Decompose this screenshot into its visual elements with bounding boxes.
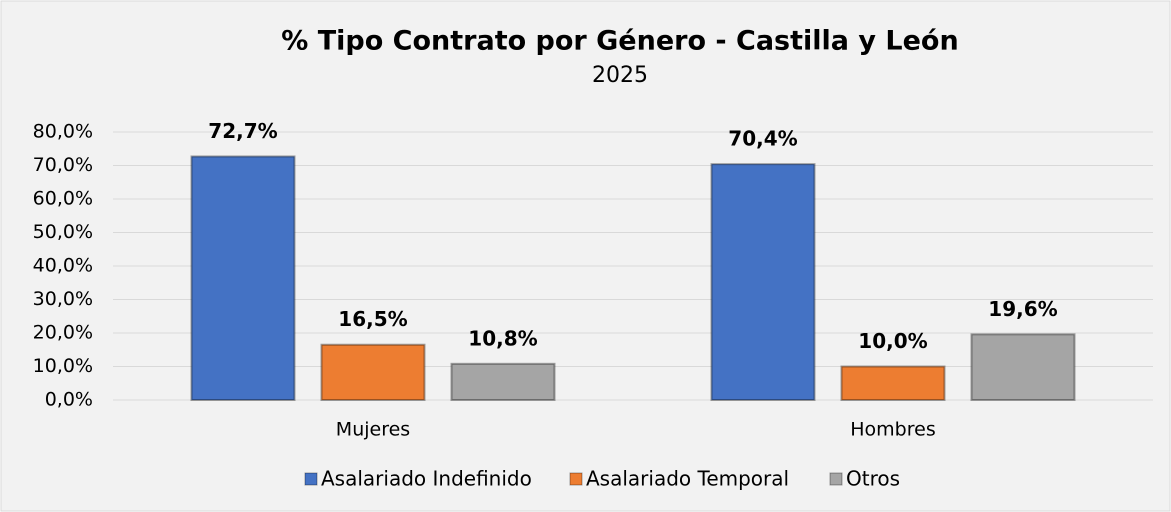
- legend-swatch: [304, 472, 318, 486]
- y-tick-label: 60,0%: [33, 188, 93, 210]
- y-tick-label: 80,0%: [33, 121, 93, 143]
- y-tick-label: 0,0%: [45, 389, 93, 411]
- y-tick-label: 10,0%: [33, 355, 93, 377]
- legend-label: Asalariado Indefinido: [321, 467, 532, 491]
- bar: [320, 343, 426, 402]
- y-tick-label: 50,0%: [33, 221, 93, 243]
- y-tick-label: 70,0%: [33, 154, 93, 176]
- x-tick-label: Mujeres: [336, 419, 410, 441]
- bar: [450, 362, 556, 402]
- legend-label: Otros: [846, 467, 900, 491]
- legend-swatch: [569, 472, 583, 486]
- y-tick-label: 20,0%: [33, 322, 93, 344]
- value-label: 19,6%: [988, 297, 1057, 321]
- legend-label: Asalariado Temporal: [586, 467, 789, 491]
- chart-title: % Tipo Contrato por Género - Castilla y …: [281, 26, 958, 57]
- x-tick-label: Hombres: [850, 419, 935, 441]
- value-label: 70,4%: [728, 127, 797, 151]
- bar: [190, 155, 296, 401]
- bar: [710, 163, 816, 401]
- value-label: 16,5%: [338, 307, 407, 331]
- value-label: 72,7%: [208, 119, 277, 143]
- bar: [840, 365, 946, 401]
- chart-subtitle: 2025: [592, 63, 648, 88]
- y-tick-label: 30,0%: [33, 288, 93, 310]
- y-tick-label: 40,0%: [33, 255, 93, 277]
- value-label: 10,8%: [468, 326, 537, 350]
- value-label: 10,0%: [858, 329, 927, 353]
- bar: [970, 333, 1076, 401]
- legend-swatch: [829, 472, 843, 486]
